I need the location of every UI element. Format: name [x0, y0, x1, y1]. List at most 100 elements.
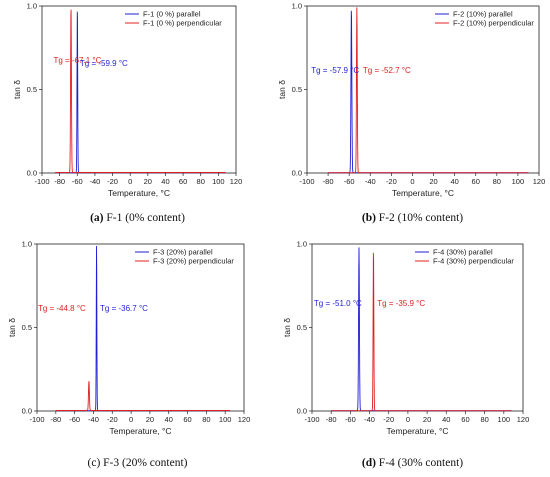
- series-line-parallel: [331, 247, 512, 412]
- x-tick-label: 20: [144, 177, 152, 186]
- series-line-parallel: [55, 11, 226, 174]
- x-tick-label: 80: [197, 177, 205, 186]
- x-tick-label: -60: [345, 415, 356, 424]
- legend-entry: F-3 (20%) perpendicular: [153, 257, 234, 266]
- chart-d: -100 -80 -60 -40 -20 0 20 40 60 80 100 120 0.0 0.5 1.0…: [282, 240, 530, 437]
- x-tick-label: 0: [410, 177, 414, 186]
- panel-b: -100 -80 -60 -40 -20 0 20 40 60 80 100 120 0.0 0.5 1.0…: [275, 0, 550, 238]
- caption-b-label: (b): [361, 212, 376, 224]
- tg-annotation: Tg = -57.9 °C: [311, 66, 359, 75]
- tg-annotation: Tg = -44.8 °C: [38, 304, 86, 313]
- plot-frame: [36, 243, 245, 412]
- x-tick-label: -60: [344, 177, 355, 186]
- x-tick-label: 40: [161, 177, 169, 186]
- y-tick-label: 1.0: [22, 240, 32, 249]
- tg-annotation: Tg = -52.7 °C: [363, 66, 411, 75]
- x-tick-label: -20: [383, 415, 394, 424]
- legend-entry: F-2 (10%) perpendicular: [453, 19, 534, 28]
- x-tick-label: 60: [472, 177, 480, 186]
- x-tick-label: 120: [238, 415, 251, 424]
- x-tick-label: -100: [299, 177, 314, 186]
- x-axis-label: Temperature, °C: [392, 188, 454, 198]
- x-tick-label: 100: [219, 415, 232, 424]
- x-tick-label: -80: [323, 177, 334, 186]
- x-tick-label: 0: [129, 415, 133, 424]
- legend-entry: F-1 (0 %) parallel: [143, 10, 201, 19]
- x-tick-label: -60: [72, 177, 83, 186]
- x-tick-label: 40: [450, 177, 458, 186]
- caption-c: (c) F-3 (20% content): [0, 457, 275, 469]
- tg-annotation: Tg = -59.9 °C: [80, 59, 128, 68]
- legend-entry: F-1 (0 %) perpendicular: [143, 19, 222, 28]
- x-tick-label: -40: [364, 415, 375, 424]
- x-axis-label: Temperature, °C: [110, 426, 172, 436]
- x-tick-label: 60: [179, 177, 187, 186]
- tg-annotation: Tg = -35.9 °C: [377, 299, 425, 308]
- tg-annotation: Tg = -67.1 °C: [53, 56, 101, 65]
- x-axis-label: Temperature, °C: [108, 188, 170, 198]
- x-tick-label: 0: [128, 177, 132, 186]
- x-tick-label: 60: [183, 415, 191, 424]
- x-tick-label: -100: [29, 415, 44, 424]
- plot-frame: [311, 243, 524, 412]
- y-tick-label: 1.0: [297, 240, 307, 249]
- x-tick-label: -20: [386, 177, 397, 186]
- x-tick-label: 80: [202, 415, 210, 424]
- series-line-parallel: [55, 246, 230, 412]
- x-tick-label: -80: [54, 177, 65, 186]
- caption-c-text: F-3 (20% content): [103, 457, 188, 469]
- y-axis-label: tan δ: [7, 318, 17, 337]
- x-tick-label: -100: [34, 177, 49, 186]
- chart-b: -100 -80 -60 -40 -20 0 20 40 60 80 100 120 0.0 0.5 1.0…: [277, 2, 546, 199]
- x-axis-label: Temperature, °C: [387, 426, 449, 436]
- caption-a: (a) F-1 (0% content): [0, 212, 275, 224]
- x-tick-label: 120: [517, 415, 530, 424]
- x-tick-label: 120: [533, 177, 546, 186]
- caption-d-text: F-4 (30% content): [378, 457, 464, 469]
- x-tick-label: 100: [212, 177, 225, 186]
- y-tick-label: 0.0: [22, 407, 32, 416]
- panel-d: -100 -80 -60 -40 -20 0 20 40 60 80 100 120 0.0 0.5 1.0…: [275, 238, 550, 476]
- x-tick-label: -80: [326, 415, 337, 424]
- chart-c: -100 -80 -60 -40 -20 0 20 40 60 80 100 120 0.0 0.5 1.0…: [7, 240, 251, 437]
- series-line-perpendicular: [55, 9, 226, 173]
- x-tick-label: 100: [512, 177, 525, 186]
- y-tick-label: 0.5: [297, 323, 307, 332]
- caption-a-label: (a): [90, 212, 104, 224]
- y-tick-label: 1.0: [292, 2, 302, 11]
- x-tick-label: 120: [230, 177, 243, 186]
- x-tick-label: -40: [365, 177, 376, 186]
- y-tick-label: 0.5: [292, 85, 302, 94]
- x-tick-label: 40: [442, 415, 450, 424]
- caption-d: (d) F-4 (30% content): [275, 457, 550, 469]
- y-axis-label: tan δ: [12, 80, 22, 99]
- y-tick-label: 0.0: [297, 407, 307, 416]
- y-tick-label: 1.0: [27, 2, 37, 11]
- caption-c-label: (c): [87, 457, 101, 469]
- legend-entry: F-2 (10%) parallel: [453, 10, 513, 19]
- x-tick-label: -100: [304, 415, 319, 424]
- tg-annotation: Tg = -36.7 °C: [100, 304, 148, 313]
- x-tick-label: 20: [429, 177, 437, 186]
- series-line-perpendicular: [328, 7, 529, 174]
- chart-a: -100 -80 -60 -40 -20 0 20 40 60 80 100 120 0.0 0.5 1.0…: [12, 2, 243, 199]
- caption-a-text: F-1 (0% content): [106, 212, 185, 224]
- panel-a: -100 -80 -60 -40 -20 0 20 40 60 80 100 120 0.0 0.5 1.0…: [0, 0, 275, 238]
- caption-b: (b) F-2 (10% content): [275, 212, 550, 224]
- x-tick-label: 80: [493, 177, 501, 186]
- series-line-perpendicular: [55, 381, 230, 411]
- x-tick-label: 80: [480, 415, 488, 424]
- x-tick-label: 40: [165, 415, 173, 424]
- x-tick-label: -20: [107, 177, 118, 186]
- y-tick-label: 0.5: [27, 85, 37, 94]
- y-tick-label: 0.0: [27, 169, 37, 178]
- x-tick-label: 60: [461, 415, 469, 424]
- legend-entry: F-3 (20%) parallel: [153, 248, 213, 257]
- y-axis-label: tan δ: [282, 318, 292, 337]
- x-tick-label: -80: [50, 415, 61, 424]
- caption-b-text: F-2 (10% content): [378, 212, 464, 224]
- y-tick-label: 0.0: [292, 169, 302, 178]
- y-tick-label: 0.5: [22, 323, 32, 332]
- legend-entry: F-4 (30%) parallel: [433, 248, 493, 257]
- x-tick-label: 100: [498, 415, 511, 424]
